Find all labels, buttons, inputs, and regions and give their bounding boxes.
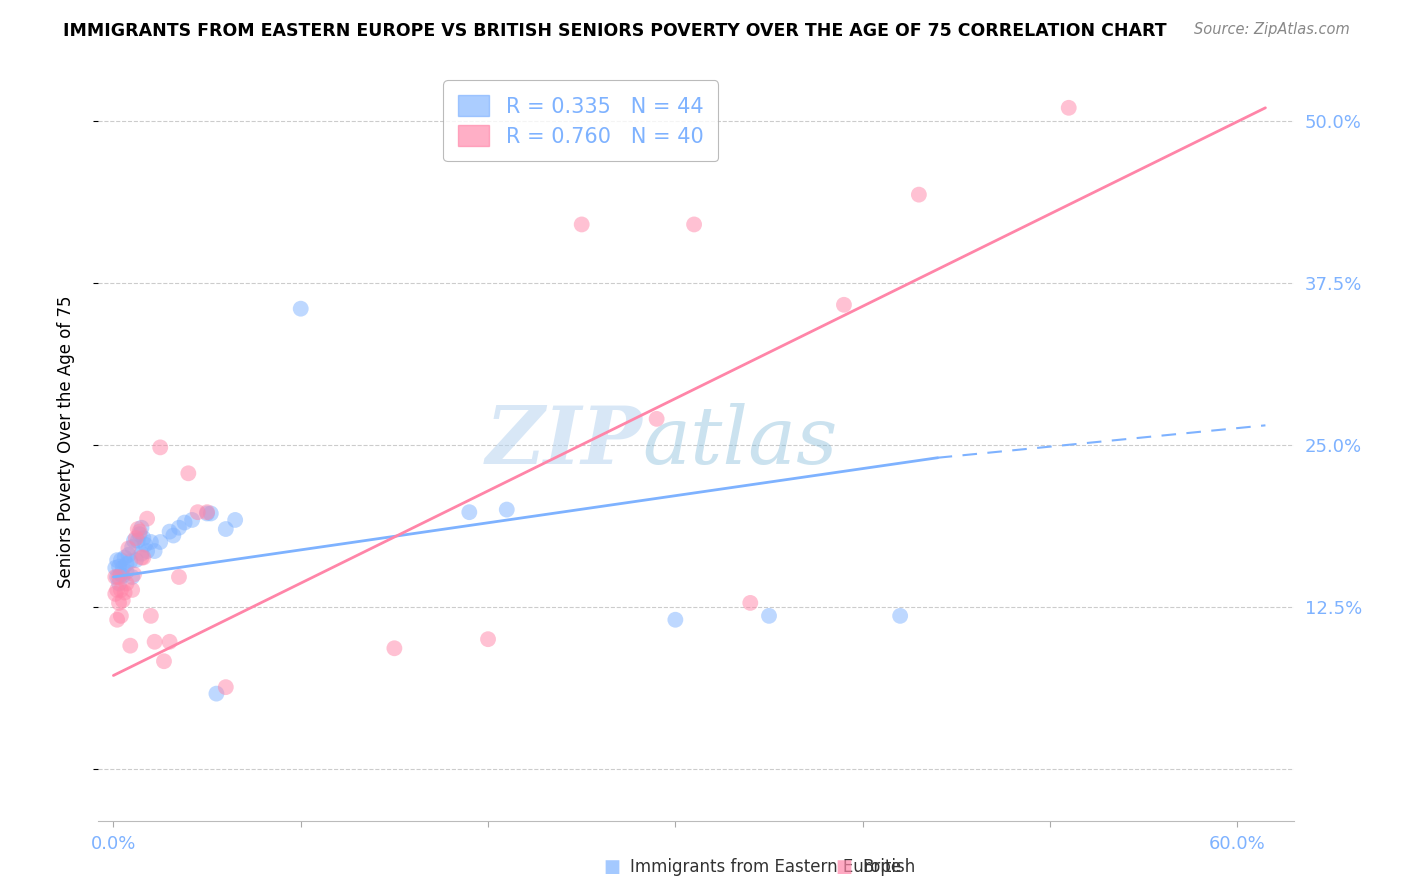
Point	[115, 576, 138, 591]
Point	[571, 218, 593, 232]
Text: ■: ■	[835, 858, 852, 876]
Point	[139, 608, 162, 623]
Point	[477, 632, 499, 647]
Point	[1057, 101, 1080, 115]
Point	[181, 513, 204, 527]
Point	[121, 582, 143, 597]
Point	[149, 535, 172, 549]
Point	[683, 218, 706, 232]
Point	[205, 687, 228, 701]
Point	[127, 522, 149, 536]
Point	[105, 553, 128, 567]
Point	[908, 187, 931, 202]
Point	[159, 524, 181, 539]
Point	[114, 550, 136, 565]
Point	[105, 613, 128, 627]
Point	[159, 634, 181, 648]
Point	[173, 516, 195, 530]
Point	[125, 531, 148, 545]
Point	[195, 507, 218, 521]
Point	[105, 582, 128, 597]
Point	[114, 585, 136, 599]
Point	[104, 587, 127, 601]
Point	[136, 544, 159, 558]
Point	[122, 567, 145, 582]
Point	[177, 467, 200, 481]
Text: British: British	[862, 858, 915, 876]
Point	[104, 561, 127, 575]
Point	[121, 540, 143, 554]
Point	[105, 570, 128, 584]
Point	[290, 301, 312, 316]
Point	[104, 570, 127, 584]
Point	[136, 511, 159, 525]
Y-axis label: Seniors Poverty Over the Age of 75: Seniors Poverty Over the Age of 75	[56, 295, 75, 588]
Point	[115, 565, 138, 579]
Point	[110, 567, 132, 582]
Point	[111, 561, 134, 575]
Point	[108, 596, 131, 610]
Text: atlas: atlas	[643, 403, 838, 480]
Point	[384, 641, 406, 656]
Point	[117, 548, 139, 562]
Text: IMMIGRANTS FROM EASTERN EUROPE VS BRITISH SENIORS POVERTY OVER THE AGE OF 75 COR: IMMIGRANTS FROM EASTERN EUROPE VS BRITIS…	[63, 22, 1167, 40]
Point	[132, 550, 155, 565]
Point	[740, 596, 762, 610]
Point	[111, 568, 134, 582]
Point	[200, 507, 222, 521]
Text: ZIP: ZIP	[485, 403, 643, 480]
Point	[134, 538, 156, 552]
Point	[120, 554, 142, 568]
Point	[195, 505, 218, 519]
Point	[108, 559, 131, 574]
Point	[111, 593, 134, 607]
Point	[167, 521, 190, 535]
Point	[187, 505, 209, 519]
Point	[131, 550, 153, 565]
Point	[215, 522, 238, 536]
Legend: R = 0.335   N = 44, R = 0.760   N = 40: R = 0.335 N = 44, R = 0.760 N = 40	[443, 80, 718, 161]
Text: ■: ■	[603, 858, 620, 876]
Point	[832, 298, 855, 312]
Point	[132, 531, 155, 545]
Point	[110, 582, 132, 597]
Point	[458, 505, 481, 519]
Point	[153, 654, 176, 668]
Point	[224, 513, 246, 527]
Point	[110, 553, 132, 567]
Point	[115, 557, 138, 571]
Point	[167, 570, 190, 584]
Text: Source: ZipAtlas.com: Source: ZipAtlas.com	[1194, 22, 1350, 37]
Point	[131, 521, 153, 535]
Point	[143, 544, 166, 558]
Point	[122, 533, 145, 548]
Point	[143, 634, 166, 648]
Point	[108, 576, 131, 591]
Point	[139, 535, 162, 549]
Point	[495, 502, 517, 516]
Point	[117, 541, 139, 556]
Point	[215, 680, 238, 694]
Point	[889, 608, 911, 623]
Point	[108, 570, 131, 584]
Point	[162, 528, 184, 542]
Point	[127, 533, 149, 548]
Point	[110, 608, 132, 623]
Text: Immigrants from Eastern Europe: Immigrants from Eastern Europe	[630, 858, 901, 876]
Point	[128, 527, 150, 541]
Point	[664, 613, 686, 627]
Point	[125, 553, 148, 567]
Point	[128, 524, 150, 539]
Point	[758, 608, 780, 623]
Point	[120, 639, 142, 653]
Point	[645, 412, 668, 426]
Point	[149, 441, 172, 455]
Point	[121, 570, 143, 584]
Point	[131, 547, 153, 561]
